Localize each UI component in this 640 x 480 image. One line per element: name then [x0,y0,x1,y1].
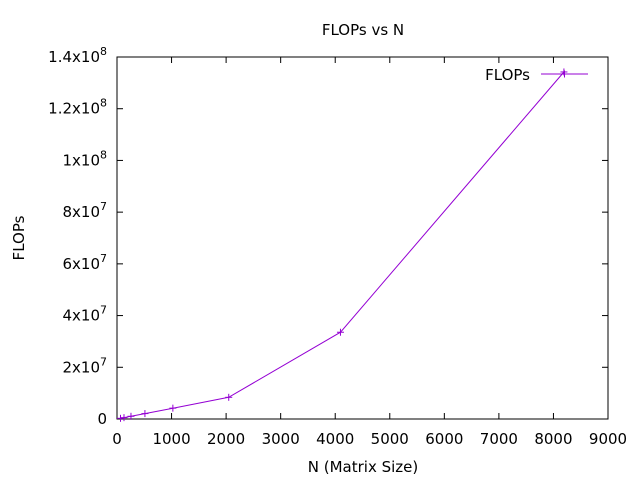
y-axis-label: FLOPs [10,215,28,260]
plot-frame [116,56,609,420]
data-point-marker [120,414,128,422]
x-tick-label: 2000 [207,430,245,448]
x-axis-label: N (Matrix Size) [308,458,418,476]
y-tick-label: 2x107 [62,355,107,376]
x-tick-label: 7000 [480,430,518,448]
data-point-marker [141,410,149,418]
data-point-marker [336,328,344,336]
y-tick-label: 4x107 [62,304,107,325]
legend: FLOPs [485,66,588,84]
chart-title: FLOPs vs N [322,21,404,39]
legend-marker [561,70,568,78]
y-tick-label: 8x107 [62,200,107,221]
x-tick-label: 6000 [425,430,463,448]
y-tick-label: 6x107 [62,252,107,273]
y-ticks: 0 2x107 4x107 6x107 8x107 1x108 1.2x108 1.4x108 [48,45,608,428]
series-line-flops [120,71,565,419]
data-point-marker [116,414,124,422]
series-group [116,68,568,422]
data-point-marker [127,412,135,420]
x-ticks: 0 1000 2000 3000 4000 5000 6000 7000 8000 9000 [112,57,627,448]
y-tick-label: 1.4x108 [48,45,107,66]
legend-label-flops: FLOPs [485,66,530,84]
x-tick-label: 0 [112,430,122,448]
x-tick-label: 3000 [262,430,300,448]
data-point-marker [169,404,177,412]
x-tick-label: 9000 [589,430,627,448]
x-tick-label: 4000 [316,430,354,448]
data-point-marker [225,393,233,401]
y-tick-label: 1x108 [62,148,107,169]
x-tick-label: 1000 [152,430,190,448]
x-tick-label: 8000 [534,430,572,448]
x-tick-label: 5000 [371,430,409,448]
y-tick-label: 0 [97,410,107,428]
y-tick-label: 1.2x108 [48,97,107,118]
